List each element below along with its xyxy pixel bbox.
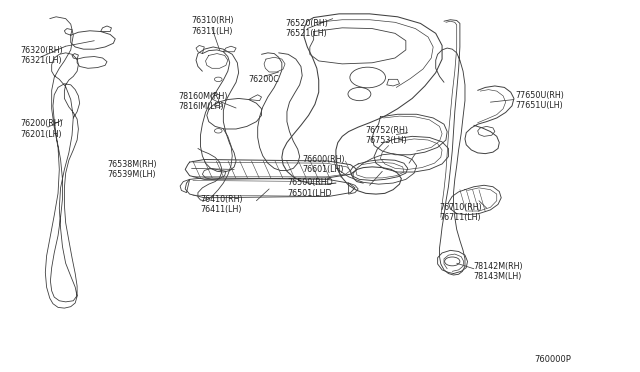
Text: 76520(RH)
76521(LH): 76520(RH) 76521(LH) <box>285 19 328 38</box>
Text: 77650U(RH)
77651U(LH): 77650U(RH) 77651U(LH) <box>516 91 564 110</box>
Text: 76752(RH)
76753(LH): 76752(RH) 76753(LH) <box>366 125 409 145</box>
Text: 76410(RH)
76411(LH): 76410(RH) 76411(LH) <box>200 195 243 214</box>
Text: 76310(RH)
76311(LH): 76310(RH) 76311(LH) <box>191 16 234 36</box>
Text: 76710(RH)
76711(LH): 76710(RH) 76711(LH) <box>440 203 483 222</box>
Text: 78160M(RH)
7816lM(LH): 78160M(RH) 7816lM(LH) <box>179 92 228 111</box>
Text: 76600(RH)
76601(LH): 76600(RH) 76601(LH) <box>302 155 345 174</box>
Text: 76320(RH)
76321(LH): 76320(RH) 76321(LH) <box>20 46 63 65</box>
Text: 76500(RHD
76501(LHD: 76500(RHD 76501(LHD <box>287 178 333 198</box>
Text: 78142M(RH)
78143M(LH): 78142M(RH) 78143M(LH) <box>474 262 524 281</box>
Text: 76538M(RH)
76539M(LH): 76538M(RH) 76539M(LH) <box>107 160 157 179</box>
Text: 76200(RH)
76201(LH): 76200(RH) 76201(LH) <box>20 119 63 139</box>
Text: 76200C: 76200C <box>249 75 280 84</box>
Text: 760000P: 760000P <box>534 355 571 364</box>
